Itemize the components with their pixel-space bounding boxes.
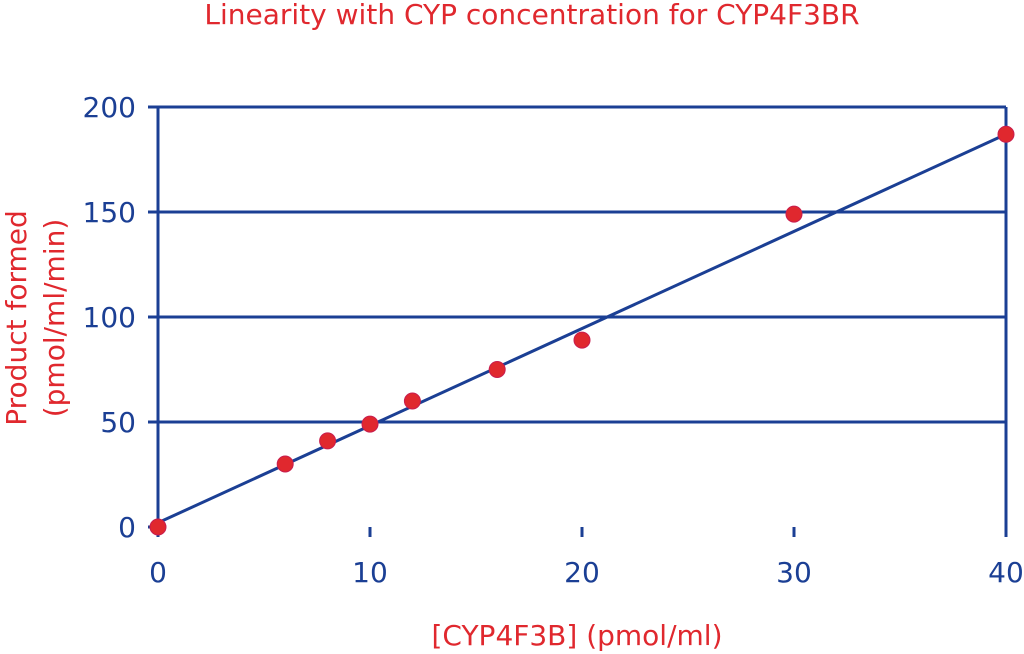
x-tick-label: 20 [564,556,600,589]
data-point [361,415,379,433]
data-point [319,432,337,450]
y-tick-label: 0 [118,511,136,544]
y-tick-label: 200 [83,91,136,124]
y-tick-label: 50 [100,406,136,439]
axes [148,105,1008,537]
fit-line [157,132,1007,525]
x-tick-label: 0 [149,556,167,589]
x-axis-label: [CYP4F3B] (pmol/ml) [431,619,722,652]
chart-title: Linearity with CYP concentration for CYP… [204,0,859,31]
x-tick-label: 30 [776,556,812,589]
y-tick-label: 150 [83,196,136,229]
gridlines [158,105,1006,424]
data-points [149,125,1015,536]
fit-line-layer [157,132,1007,525]
x-tick-label: 10 [352,556,388,589]
y-tick-labels: 0 50 100 150 200 [83,91,136,544]
data-point [149,518,167,536]
data-point [997,125,1015,143]
data-point [488,361,506,378]
data-point [403,392,421,410]
x-tick-labels: 0 10 20 30 40 [149,556,1024,589]
y-axis-label-line-2: (pmol/ml/min) [38,219,71,418]
data-point [573,331,591,349]
y-tick-label: 100 [83,301,136,334]
y-axis-label-line-1: Product formed [0,210,33,426]
data-point [276,455,294,473]
data-point [785,205,803,223]
x-tick-label: 40 [988,556,1024,589]
y-axis-label: Product formed (pmol/ml/min) [0,210,71,426]
